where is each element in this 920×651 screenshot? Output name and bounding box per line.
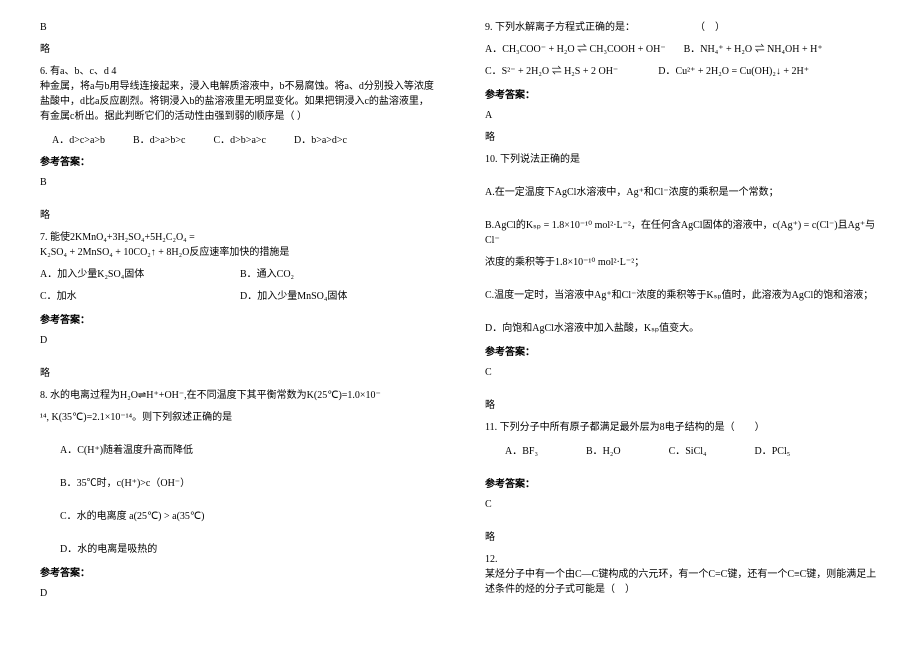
ref-answer-label-2: 参考答案： <box>40 311 435 326</box>
q10-ans: C <box>485 365 880 380</box>
q12-num: 12. <box>485 552 880 567</box>
q6-ans: B <box>40 175 435 190</box>
q6-opt-c: C．d>b>a>c <box>214 131 266 146</box>
q11-detail: 略 <box>485 530 880 545</box>
q11-opt-c: C．SiCl₄ <box>669 442 707 457</box>
q6-text: 种金属，将a与b用导线连接起来，浸入电解质溶液中，b不易腐蚀。将a、d分别投入等… <box>40 79 435 124</box>
q7-line1: 7. 能使2KMnO₄+3H₂SO₄+5H₂C₂O₄ = <box>40 230 435 245</box>
q9-opt-a: A．CH₃COO⁻ + H₂O ⇌ CH₃COOH + OH⁻ <box>485 42 666 57</box>
q10-opt-d: D．向饱和AgCl水溶液中加入盐酸，Kₛₚ值变大。 <box>485 321 880 336</box>
q6-opt-b: B．d>a>b>c <box>133 131 185 146</box>
q8-opt-b: B．35℃时，c(H⁺)>c（OH⁻） <box>40 476 435 491</box>
q9-detail: 略 <box>485 130 880 145</box>
q10-opt-a: A.在一定温度下AgCl水溶液中，Ag⁺和Cl⁻浓度的乘积是一个常数； <box>485 185 880 200</box>
ref-answer-label-3: 参考答案： <box>40 564 435 579</box>
q11-ans: C <box>485 497 880 512</box>
ref-answer-label-4: 参考答案： <box>485 86 880 101</box>
q5-detail: 略 <box>40 42 435 57</box>
ref-answer-label-5: 参考答案： <box>485 343 880 358</box>
q9-opt-d: D．Cu²⁺ + 2H₂O = Cu(OH)₂↓ + 2H⁺ <box>658 64 809 79</box>
q11-opt-d: D．PCl₅ <box>755 442 791 457</box>
q8-line2: ¹⁴, K(35℃)=2.1×10⁻¹⁴。则下列叙述正确的是 <box>40 410 435 425</box>
q12-text: 某烃分子中有一个由C—C键构成的六元环，有一个C=C键，还有一个C≡C键，则能满… <box>485 567 880 597</box>
q7-opt-c: C．加水 <box>40 289 240 304</box>
q7-opt-b: B．通入CO₂ <box>240 267 294 282</box>
q8-opt-a: A．C(H⁺)随着温度升高而降低 <box>40 443 435 458</box>
q10-title: 10. 下列说法正确的是 <box>485 152 880 167</box>
ref-answer-label-1: 参考答案： <box>40 153 435 168</box>
q9-ans: A <box>485 108 880 123</box>
q10-opt-b1: B.AgCl的Kₛₚ = 1.8×10⁻¹⁰ mol²·L⁻²，在任何含AgCl… <box>485 218 880 248</box>
q9-title: 9. 下列水解离子方程式正确的是： （ ） <box>485 20 880 35</box>
q6-detail: 略 <box>40 208 435 223</box>
q7-ans: D <box>40 333 435 348</box>
q7-opt-a: A．加入少量K₂SO₄固体 <box>40 267 240 282</box>
q11-opt-a: A．BF₃ <box>505 442 538 457</box>
q8-opt-c: C．水的电离度 a(25℃) > a(35℃) <box>40 509 435 524</box>
ref-answer-label-6: 参考答案： <box>485 475 880 490</box>
q11-title: 11. 下列分子中所有原子都满足最外层为8电子结构的是（ ） <box>485 420 880 435</box>
q7-detail: 略 <box>40 366 435 381</box>
q7-line2: K₂SO₄ + 2MnSO₄ + 10CO₂↑ + 8H₂O反应速率加快的措施是 <box>40 245 435 260</box>
q6-title: 6. 有a、b、c、d 4 <box>40 64 435 79</box>
q6-opt-a: A．d>c>a>b <box>52 131 105 146</box>
q7-opt-d: D．加入少量MnSO₄固体 <box>240 289 347 304</box>
q10-detail: 略 <box>485 398 880 413</box>
q8-opt-d: D．水的电离是吸热的 <box>40 542 435 557</box>
q5-ans: B <box>40 20 435 35</box>
q6-opt-d: D．b>a>d>c <box>294 131 347 146</box>
q10-opt-b2: 浓度的乘积等于1.8×10⁻¹⁰ mol²·L⁻²； <box>485 255 880 270</box>
q8-ans: D <box>40 586 435 601</box>
q9-opt-b: B．NH₄⁺ + H₂O ⇌ NH₄OH + H⁺ <box>684 42 823 57</box>
q10-opt-c: C.温度一定时，当溶液中Ag⁺和Cl⁻浓度的乘积等于Kₛₚ值时，此溶液为AgCl… <box>485 288 880 303</box>
q8-line1: 8. 水的电离过程为H₂O⇌H⁺+OH⁻,在不同温度下其平衡常数为K(25℃)=… <box>40 388 435 403</box>
q11-opt-b: B．H₂O <box>586 442 621 457</box>
q9-opt-c: C．S²⁻ + 2H₂O ⇌ H₂S + 2 OH⁻ <box>485 64 618 79</box>
